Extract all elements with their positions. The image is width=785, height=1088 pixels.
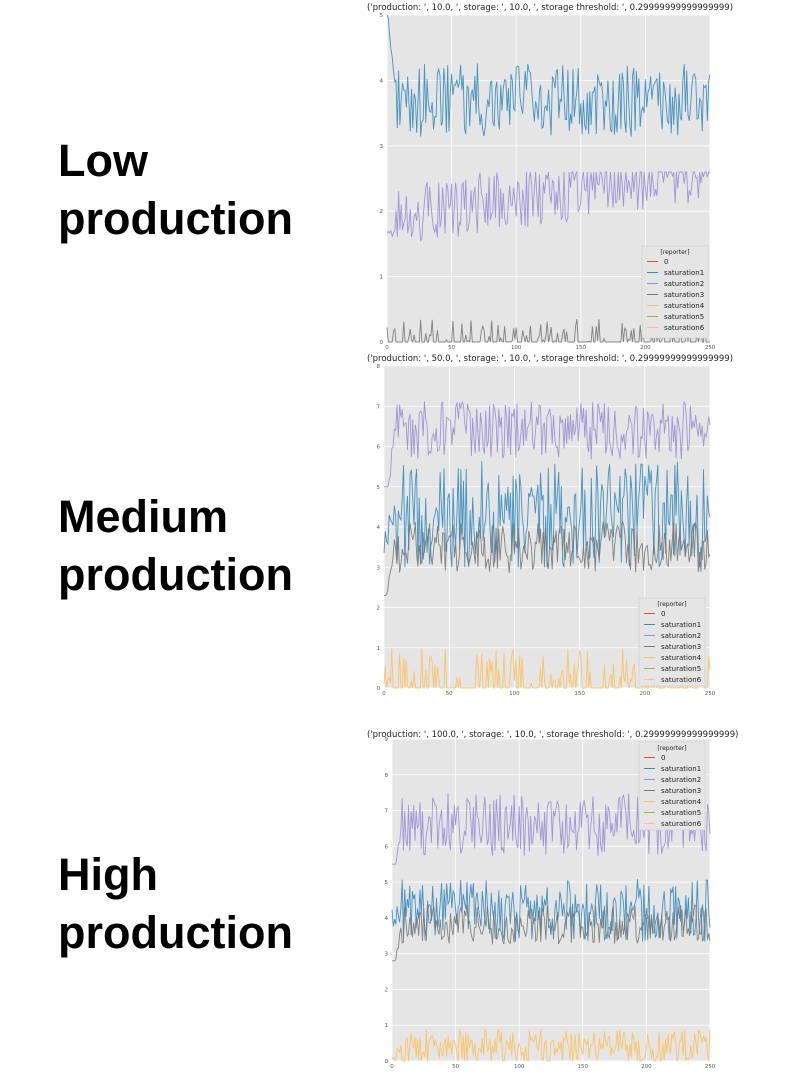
y-tick-label: 5	[385, 880, 389, 886]
x-tick-label: 0	[385, 345, 389, 350]
legend-entry: saturation5	[661, 665, 701, 673]
y-tick-label: 4	[385, 916, 389, 922]
legend-title: [reporter]	[657, 745, 686, 752]
y-tick-label: 0	[380, 340, 384, 346]
y-tick-label: 7	[377, 404, 381, 410]
series-line-saturation4	[391, 1028, 711, 1063]
legend-title: [reporter]	[660, 249, 689, 256]
legend-box	[638, 741, 706, 831]
x-tick-label: 250	[705, 691, 716, 697]
legend-entry: saturation3	[661, 787, 701, 795]
legend-entry: saturation4	[664, 302, 705, 310]
x-tick-label: 50	[452, 1064, 459, 1070]
legend-entry: saturation6	[661, 820, 702, 828]
legend-entry: saturation4	[661, 798, 702, 806]
x-tick-label: 100	[511, 345, 522, 350]
y-tick-label: 9	[385, 737, 389, 743]
legend-entry: saturation3	[661, 643, 701, 651]
series-line-saturation3	[384, 521, 711, 596]
chart-high-production: ('production: ', 100.0, ', storage: ', 1…	[360, 728, 785, 1088]
y-tick-label: 0	[385, 1059, 389, 1065]
chart-title: ('production: ', 10.0, ', storage: ', 10…	[367, 3, 733, 13]
legend-entry: saturation2	[661, 776, 701, 784]
chart-medium-svg: ('production: ', 50.0, ', storage: ', 10…	[367, 354, 733, 697]
x-tick-label: 150	[574, 691, 585, 697]
series-line-saturation1	[391, 879, 711, 942]
legend-entry: saturation1	[661, 765, 701, 773]
y-tick-label: 2	[377, 606, 381, 612]
x-tick-label: 100	[509, 691, 520, 697]
y-tick-label: 4	[377, 525, 381, 531]
legend-entry: saturation2	[661, 632, 701, 640]
y-tick-label: 1	[377, 646, 381, 652]
chart-title: ('production: ', 50.0, ', storage: ', 10…	[367, 354, 733, 364]
y-tick-label: 7	[385, 809, 389, 815]
x-tick-label: 250	[705, 345, 716, 350]
label-high-production: High production	[58, 849, 293, 958]
legend-box	[638, 597, 706, 687]
x-tick-label: 200	[640, 345, 651, 350]
y-tick-label: 3	[377, 565, 381, 571]
x-tick-label: 150	[578, 1064, 589, 1070]
x-tick-label: 100	[514, 1064, 525, 1070]
legend-title: [reporter]	[657, 601, 686, 608]
series-line-saturation2	[384, 400, 711, 488]
legend-entry: saturation1	[664, 269, 704, 277]
x-tick-label: 0	[390, 1064, 394, 1070]
series-line-saturation3	[392, 904, 711, 962]
x-tick-label: 0	[382, 691, 386, 697]
series-line-saturation1	[386, 14, 711, 137]
y-tick-label: 0	[377, 686, 381, 692]
y-tick-label: 8	[385, 773, 389, 779]
y-tick-label: 6	[385, 844, 389, 850]
legend-entry: saturation3	[664, 291, 704, 299]
x-tick-label: 50	[448, 345, 455, 350]
label-low-production: Low production	[58, 135, 293, 244]
x-tick-label: 200	[640, 691, 651, 697]
x-tick-label: 200	[641, 1064, 652, 1070]
y-tick-label: 3	[385, 952, 389, 958]
y-tick-label: 6	[377, 445, 381, 451]
chart-low-production: ('production: ', 10.0, ', storage: ', 10…	[360, 0, 785, 350]
y-tick-label: 2	[380, 209, 384, 215]
chart-title: ('production: ', 100.0, ', storage: ', 1…	[367, 730, 738, 740]
series-line-saturation2	[386, 170, 710, 242]
legend-entry: saturation2	[664, 280, 704, 288]
y-tick-label: 8	[377, 364, 381, 370]
legend-entry: 0	[664, 258, 668, 266]
chart-medium-production: ('production: ', 50.0, ', storage: ', 10…	[360, 352, 785, 704]
y-tick-label: 4	[380, 78, 384, 84]
legend-entry: saturation6	[664, 324, 705, 332]
x-tick-label: 150	[576, 345, 587, 350]
y-tick-label: 5	[380, 13, 384, 19]
y-tick-label: 1	[380, 275, 384, 281]
legend-entry: saturation5	[661, 809, 701, 817]
y-tick-label: 5	[377, 485, 381, 491]
legend-entry: saturation5	[664, 313, 704, 321]
y-tick-label: 1	[385, 1023, 389, 1029]
series-line-saturation2	[392, 792, 711, 865]
legend-entry: saturation4	[661, 654, 702, 662]
legend-entry: 0	[661, 754, 665, 762]
y-tick-label: 3	[380, 144, 384, 150]
y-tick-label: 2	[385, 987, 389, 993]
legend-entry: 0	[661, 610, 665, 618]
legend-entry: saturation1	[661, 621, 701, 629]
x-tick-label: 50	[446, 691, 453, 697]
chart-high-svg: ('production: ', 100.0, ', storage: ', 1…	[367, 730, 738, 1070]
x-tick-label: 250	[705, 1064, 716, 1070]
legend-entry: saturation6	[661, 676, 702, 684]
series-line-saturation1	[383, 461, 711, 568]
label-medium-production: Medium production	[58, 491, 293, 600]
chart-low-svg: ('production: ', 10.0, ', storage: ', 10…	[367, 3, 733, 350]
